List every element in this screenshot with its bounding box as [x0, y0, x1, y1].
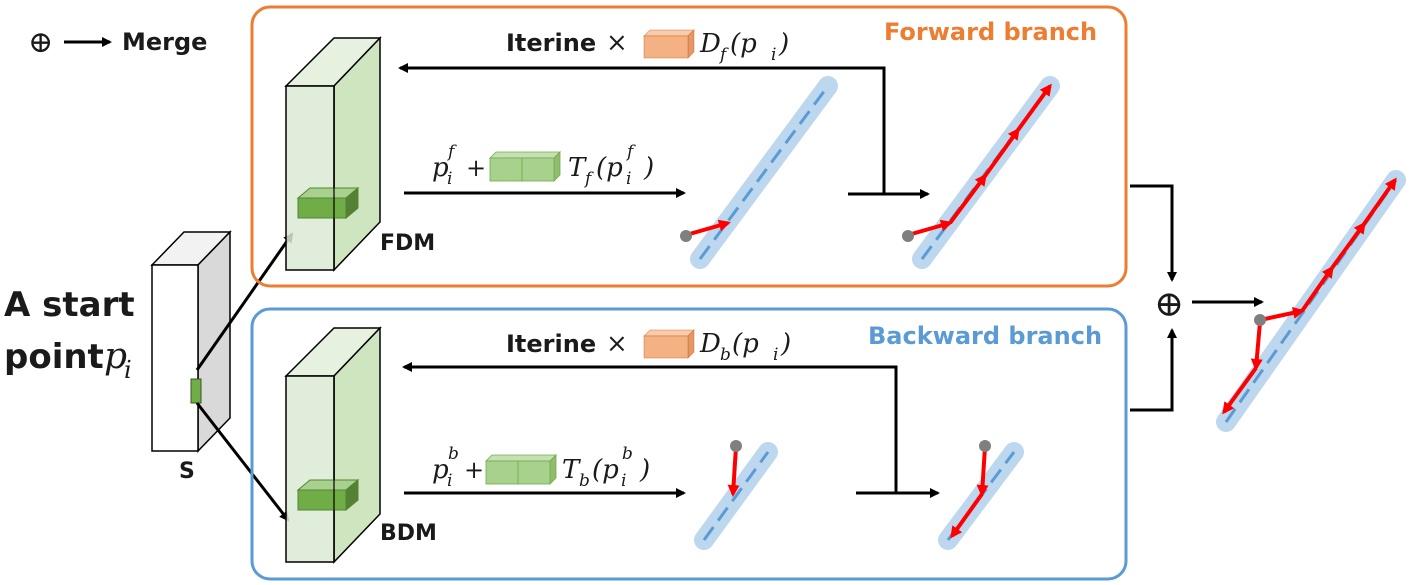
forward-d-sub: f	[718, 45, 729, 65]
backward-iterated-path	[948, 440, 1014, 540]
start-point-label: A start point p i	[4, 285, 135, 384]
merge-node-icon: ⊕	[1154, 284, 1184, 325]
backward-t-close: )	[639, 455, 650, 485]
backward-d-arg-sub: i	[773, 345, 778, 365]
legend: ⊕ Merge	[28, 25, 207, 60]
backward-eq-plus: +	[464, 456, 484, 484]
bdm-label: BDM	[380, 521, 437, 546]
forward-distance-block-icon	[644, 30, 694, 58]
backward-t-arg-sub: i	[621, 471, 626, 491]
forward-d-close: )	[778, 29, 789, 59]
fdm-volume	[286, 38, 380, 270]
backward-branch-title: Backward branch	[868, 322, 1102, 350]
backward-t-arg-sup: b	[622, 444, 633, 464]
start-line1: A start	[4, 285, 135, 325]
merge-stage: ⊕	[1130, 180, 1396, 422]
forward-t-sub: f	[583, 169, 594, 189]
forward-d-arg-sub: i	[771, 45, 776, 65]
bdm-volume	[286, 328, 380, 562]
backward-eq-p-sub: i	[447, 471, 452, 491]
backward-iterate-word: Iterine	[506, 330, 596, 358]
backward-first-step	[704, 440, 768, 540]
backward-d-sub: b	[720, 345, 731, 365]
forward-branch: Forward branch FDM Iterine × D f (p i ) …	[252, 7, 1126, 286]
forward-iterate-word: Iterine	[506, 29, 596, 57]
backward-t-sub: b	[579, 471, 590, 491]
start-line2: point	[4, 337, 104, 377]
segmentation-map: S	[152, 232, 292, 520]
forward-t-arg: (p	[596, 153, 623, 183]
forward-branch-title: Forward branch	[884, 18, 1097, 46]
forward-iterated-path	[902, 86, 1050, 259]
backward-eq-p-sup: b	[448, 444, 459, 464]
forward-eq-p-sup: f	[446, 142, 457, 162]
backward-d-fn: D	[699, 329, 721, 359]
merge-symbol-icon: ⊕	[28, 25, 53, 60]
backward-distance-block-icon	[644, 330, 694, 358]
start-patch	[191, 379, 201, 403]
forward-eq-plus: +	[466, 154, 486, 182]
backward-feature-block-icon	[486, 455, 556, 484]
backward-d-close: )	[780, 329, 791, 359]
start-var-sub: i	[124, 356, 132, 384]
map-label-s: S	[179, 459, 195, 484]
backward-d-arg: (p	[732, 329, 759, 359]
forward-first-step	[680, 86, 828, 259]
forward-times: ×	[606, 28, 628, 58]
forward-t-arg-sub: i	[626, 169, 631, 189]
forward-t-close: )	[643, 153, 654, 183]
forward-t-arg-sup: f	[625, 142, 636, 162]
forward-d-fn: D	[699, 29, 721, 59]
forward-d-arg: (p	[730, 29, 757, 59]
forward-feature-block-icon	[490, 152, 560, 181]
start-dot	[680, 230, 692, 242]
forward-eq-p-sub: i	[447, 169, 452, 189]
fdm-label: FDM	[380, 231, 435, 256]
backward-times: ×	[606, 329, 628, 359]
backward-t-arg: (p	[592, 455, 619, 485]
legend-merge-label: Merge	[122, 28, 207, 56]
backward-branch: Backward branch BDM Iterine × D b (p i )…	[252, 309, 1126, 579]
